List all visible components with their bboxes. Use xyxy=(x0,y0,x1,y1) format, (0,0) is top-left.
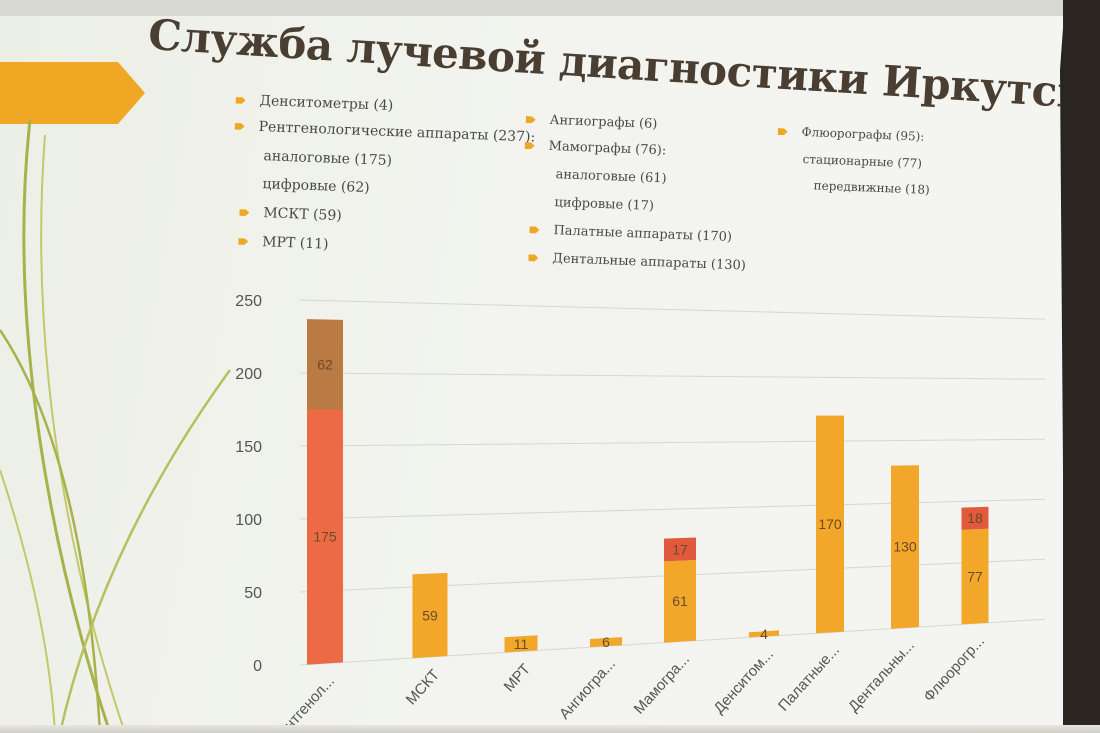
bar-segment xyxy=(307,319,343,410)
gridline xyxy=(299,299,1046,320)
x-tick-label: Ангиогра... xyxy=(556,656,619,723)
data-label: 6 xyxy=(602,634,610,650)
data-label: 17 xyxy=(672,541,688,557)
bar-segment xyxy=(664,537,696,562)
data-label: 77 xyxy=(967,568,983,584)
x-tick-label: Рентгенол... xyxy=(269,673,338,733)
vine-decoration xyxy=(0,119,232,733)
top-band xyxy=(0,0,1065,16)
data-label: 4 xyxy=(760,626,768,642)
chart-data-labels: 175 62 59 11 6 61 17 4 170 130 77 18 xyxy=(313,356,983,651)
x-tick-label: Палатные... xyxy=(775,642,843,715)
gridline xyxy=(299,438,1046,447)
bar-segment xyxy=(307,409,343,665)
bar-segment xyxy=(961,528,989,625)
bar-segment xyxy=(664,560,696,643)
x-tick-label: Флюорогр... xyxy=(920,633,988,706)
y-tick-label: 150 xyxy=(235,439,262,456)
data-label: 170 xyxy=(818,516,842,532)
bar-segment xyxy=(749,630,779,638)
gridline xyxy=(299,498,1046,520)
chart-bars xyxy=(307,319,989,665)
x-tick-label: МСКТ xyxy=(403,666,443,708)
bar-segment xyxy=(590,637,622,648)
data-label: 175 xyxy=(313,528,337,544)
screen-frame xyxy=(1063,0,1100,733)
y-tick-label: 50 xyxy=(244,585,262,602)
screen-bottom-edge xyxy=(0,725,1100,733)
x-tick-label: МРТ xyxy=(501,661,534,695)
y-tick-label: 200 xyxy=(235,366,262,383)
chart-y-ticks: 0 50 100 150 200 250 xyxy=(235,293,262,675)
x-tick-label: Денситом... xyxy=(710,646,777,717)
x-tick-label: Мамогра... xyxy=(631,651,693,718)
data-label: 61 xyxy=(672,593,688,609)
data-label: 18 xyxy=(967,510,983,526)
data-label: 59 xyxy=(422,607,438,623)
y-tick-label: 250 xyxy=(235,293,262,310)
chart-x-ticks: Рентгенол... МСКТ МРТ Ангиогра... Мамогра...… xyxy=(269,633,988,733)
bar-segment xyxy=(412,572,448,659)
data-label: 11 xyxy=(514,636,529,652)
bar-segment xyxy=(961,506,989,530)
y-tick-label: 0 xyxy=(253,658,262,675)
data-label: 130 xyxy=(893,539,917,555)
x-tick-label: Дентальны... xyxy=(845,637,918,715)
data-label: 62 xyxy=(317,356,333,372)
bar-segment xyxy=(891,465,919,629)
y-tick-label: 100 xyxy=(235,512,262,529)
arrow-decoration xyxy=(0,62,145,124)
gridline xyxy=(299,372,1046,380)
bar-segment xyxy=(816,415,844,634)
bar-segment xyxy=(504,635,538,653)
